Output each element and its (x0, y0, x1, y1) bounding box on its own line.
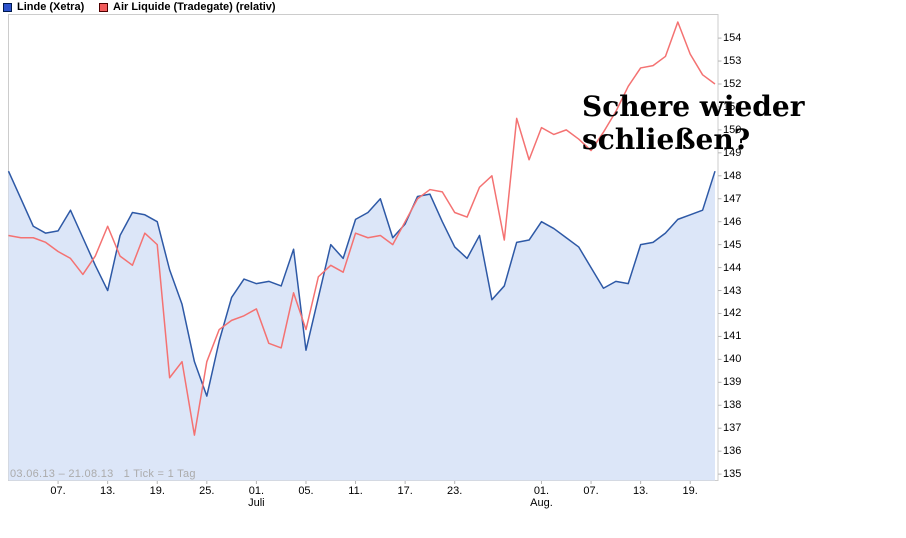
x-axis-label: 07. (50, 485, 66, 497)
x-axis-label: 13. (100, 485, 116, 497)
legend-item-airliquide: Air Liquide (Tradegate) (relativ) (99, 1, 276, 13)
y-axis-label: 142 (723, 307, 742, 320)
x-axis-label: 11. (348, 485, 363, 497)
y-axis-label: 150 (723, 123, 742, 136)
chart-annotation: Schere wieder schließen? (582, 90, 804, 156)
annotation-line-1: Schere wieder (582, 90, 805, 123)
x-axis-label: 07. (583, 485, 599, 497)
y-axis-label: 140 (723, 353, 742, 366)
legend-label-linde: Linde (Xetra) (17, 1, 85, 13)
y-axis-label: 141 (723, 330, 742, 343)
airliquide-swatch-icon (99, 2, 108, 12)
x-axis-label: 19. (682, 485, 698, 497)
legend-label-airliquide: Air Liquide (Tradegate) (relativ) (113, 1, 276, 13)
linde-price-line (7, 170, 716, 397)
x-axis-label: 17. (397, 485, 413, 497)
annotation-line-2: schließen? (582, 123, 751, 156)
airliquide-price-line (8, 21, 716, 436)
y-axis-label: 154 (723, 32, 742, 45)
y-axis-label: 135 (723, 468, 742, 481)
month-label: Juli (248, 497, 265, 509)
y-axis-label: 139 (723, 376, 742, 389)
y-axis-label: 152 (723, 77, 742, 90)
x-axis-label: 01. (248, 485, 265, 497)
y-axis-label: 143 (723, 284, 742, 297)
legend-item-linde: Linde (Xetra) (3, 1, 84, 13)
y-axis-label: 151 (723, 100, 742, 113)
x-axis-label: 05. (298, 485, 314, 497)
y-axis-label: 148 (723, 169, 742, 182)
y-axis-label: 136 (723, 445, 742, 458)
x-axis-label: 23. (447, 485, 463, 497)
y-axis-label: 147 (723, 192, 742, 205)
x-axis-label: 01. (533, 485, 550, 497)
y-axis-label: 145 (723, 238, 742, 251)
month-label: Aug. (530, 497, 553, 509)
date-range-note: 03.06.13 – 21.08.13 1 Tick = 1 Tag (10, 468, 196, 480)
y-axis-label: 153 (723, 55, 742, 68)
y-axis-label: 146 (723, 215, 742, 228)
y-axis-label: 138 (723, 399, 742, 412)
x-axis-label: 13. (632, 485, 649, 497)
x-axis-label: 19. (149, 485, 165, 497)
x-axis-label: 25. (199, 485, 215, 497)
linde-area-fill (8, 171, 715, 481)
y-axis-label: 137 (723, 422, 742, 435)
y-axis-label: 144 (723, 261, 742, 274)
linde-swatch-icon (3, 2, 12, 12)
y-axis-label: 149 (723, 146, 742, 159)
